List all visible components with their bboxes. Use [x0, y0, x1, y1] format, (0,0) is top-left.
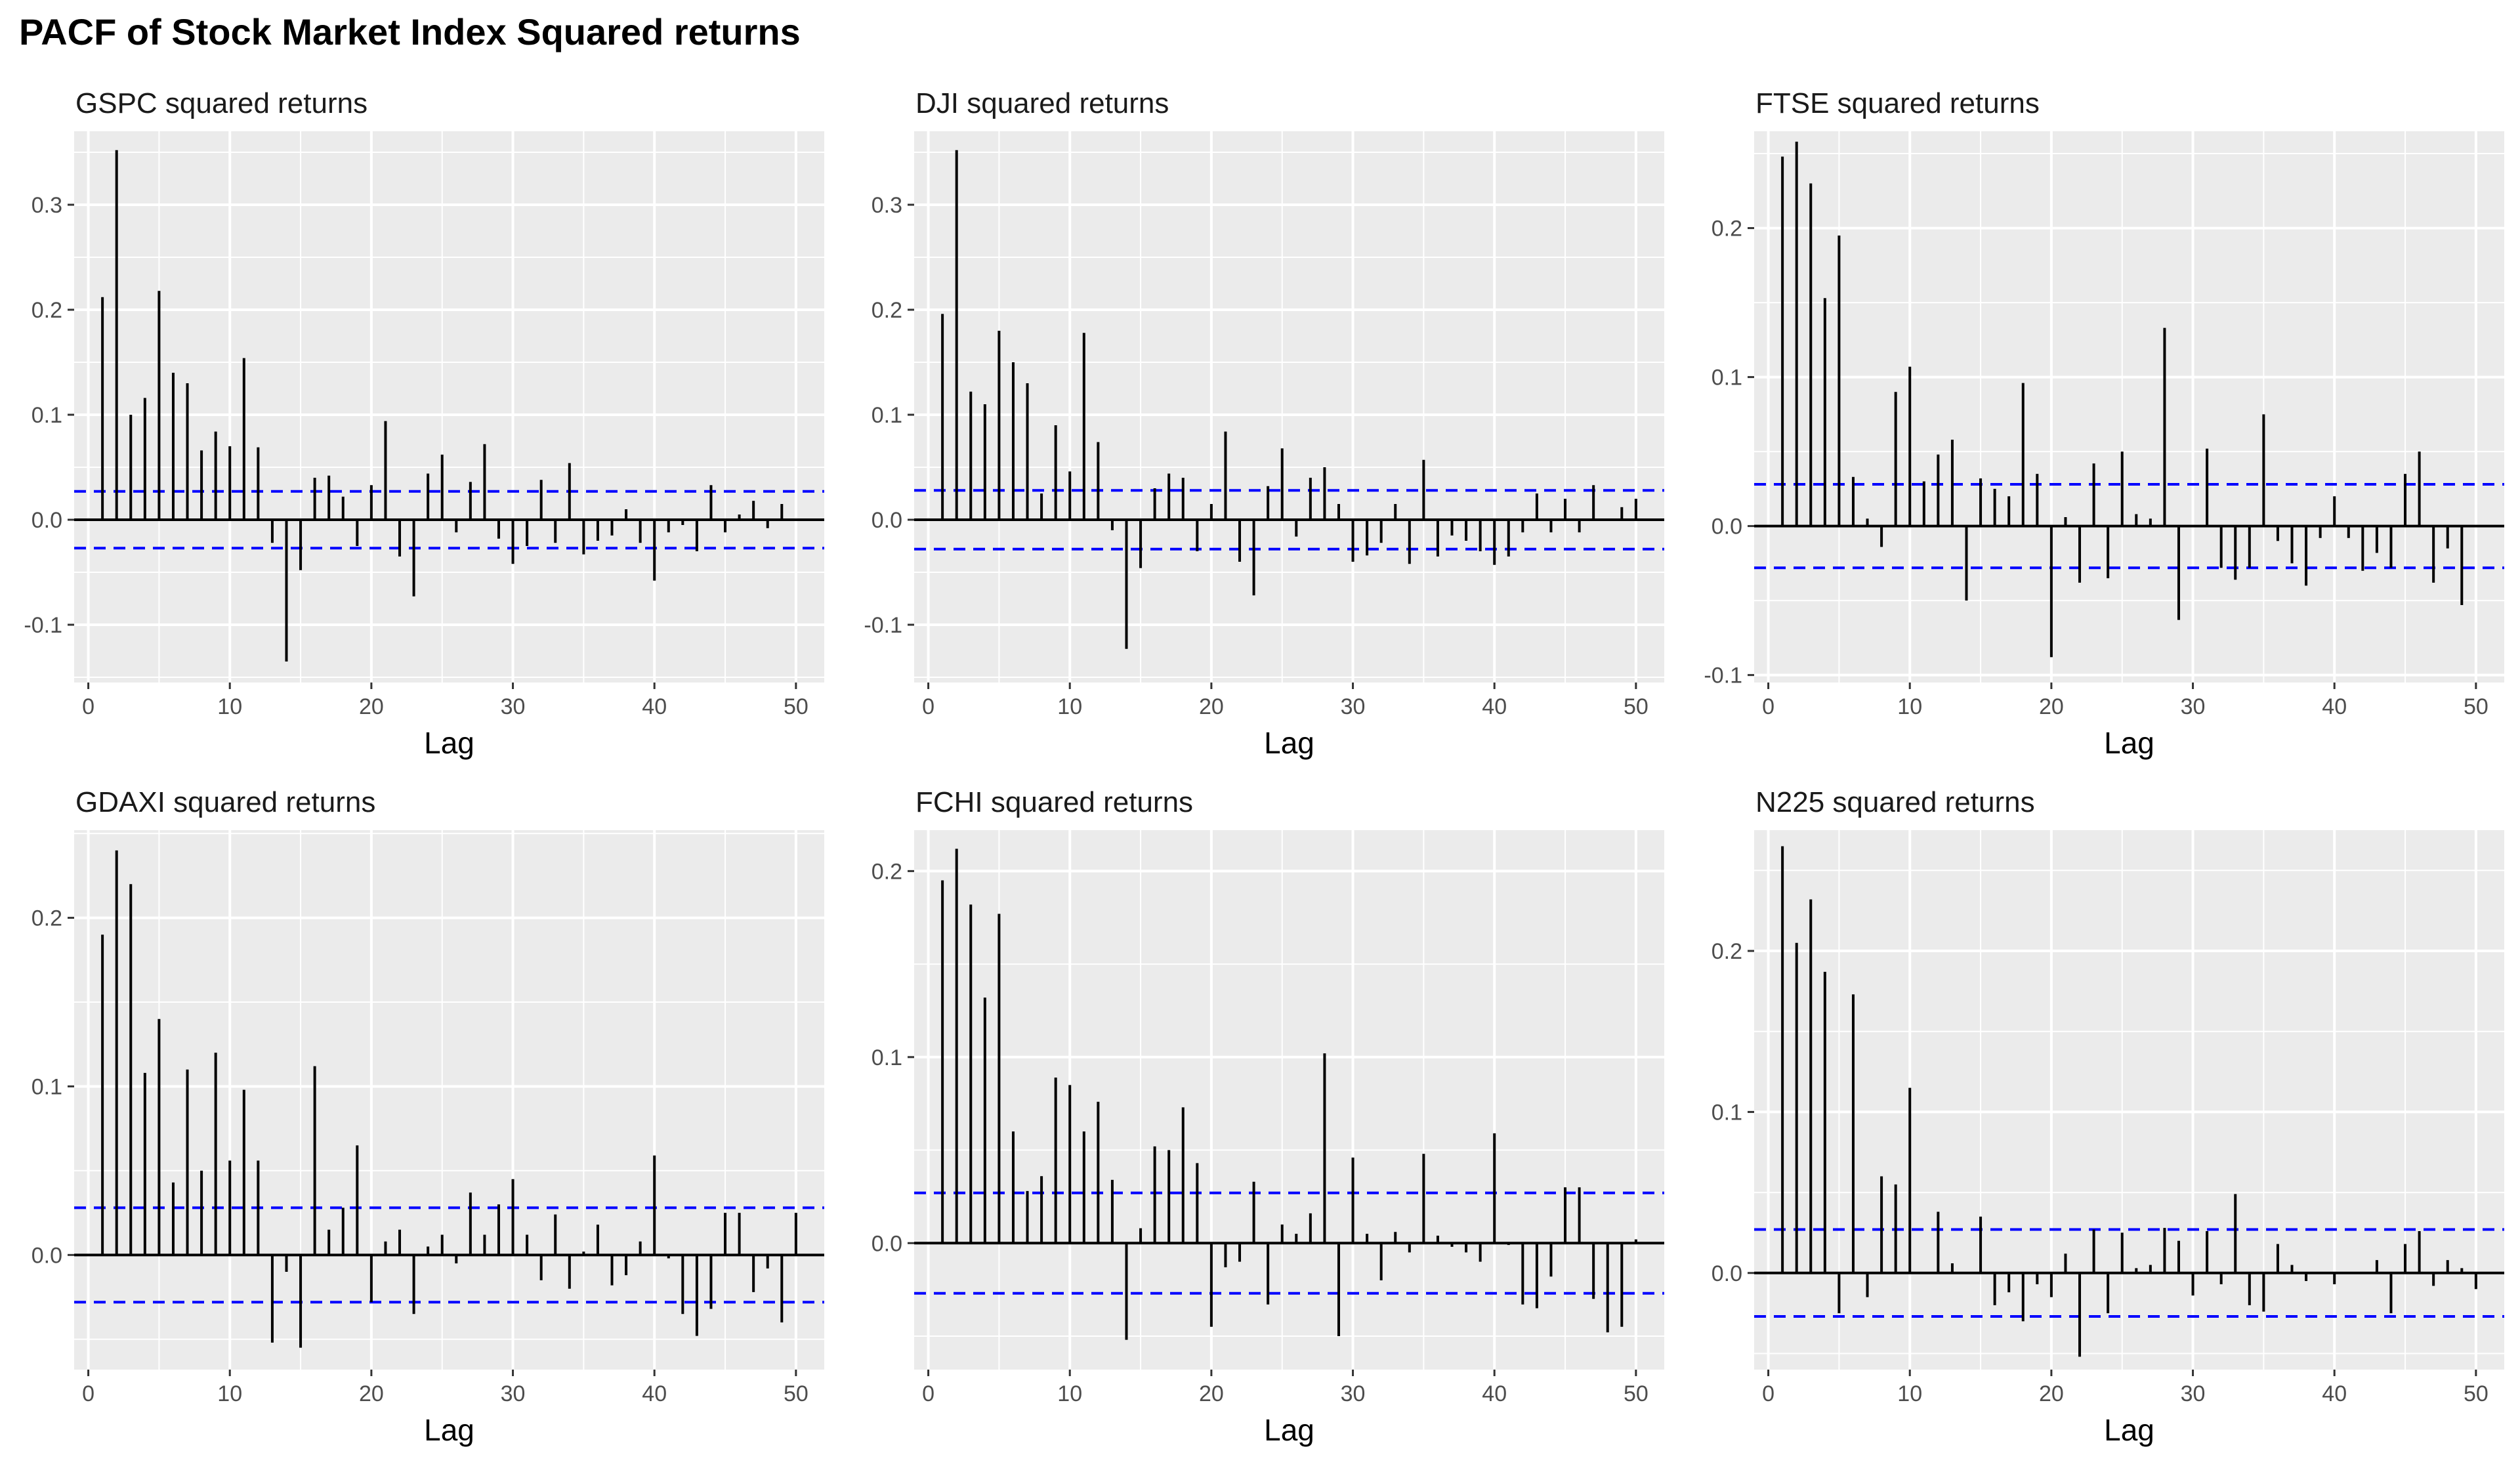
- x-tick-label: 10: [217, 694, 242, 719]
- pacf-chart-4: GDAXI squared returns 0.0 0.1 0.2 0 10 20 30 40 5…: [32, 786, 824, 1447]
- x-tick-label: 40: [1482, 1381, 1507, 1406]
- y-tick-label: 0.1: [872, 1045, 902, 1070]
- x-tick-label: 0: [922, 1381, 934, 1406]
- y-tick-label: 0.0: [872, 1231, 902, 1256]
- y-tick-label: 0.1: [1712, 366, 1742, 390]
- x-tick-label: 40: [642, 1381, 667, 1406]
- y-tick-label: 0.3: [872, 193, 902, 218]
- panel-title: FCHI squared returns: [915, 786, 1193, 818]
- y-tick-label: 0.0: [872, 508, 902, 533]
- pacf-panel-4: GDAXI squared returns 0.0 0.1 0.2 0 10 20 30 40 5…: [0, 771, 831, 1468]
- x-tick-label: 50: [1624, 694, 1648, 719]
- x-axis-label: Lag: [2104, 726, 2154, 760]
- panel-background: [74, 131, 824, 682]
- x-tick-label: 10: [217, 1381, 242, 1406]
- panel-title: GSPC squared returns: [75, 87, 368, 119]
- x-axis-label: Lag: [2104, 1413, 2154, 1447]
- panel-background: [914, 131, 1664, 682]
- y-tick-label: -0.1: [1704, 663, 1742, 688]
- x-tick-label: 30: [2181, 694, 2206, 719]
- x-tick-label: 40: [1482, 694, 1507, 719]
- y-tick-label: 0.0: [1712, 1261, 1742, 1286]
- x-axis-label: Lag: [424, 726, 474, 760]
- y-tick-label: 0.1: [1712, 1100, 1742, 1125]
- x-tick-label: 50: [784, 1381, 808, 1406]
- x-tick-label: 20: [1199, 694, 1224, 719]
- x-tick-label: 20: [2039, 1381, 2064, 1406]
- panel-background: [1754, 131, 2504, 682]
- x-tick-label: 20: [1199, 1381, 1224, 1406]
- x-tick-label: 10: [1897, 1381, 1922, 1406]
- x-tick-label: 30: [501, 694, 526, 719]
- pacf-chart-3: FTSE squared returns -0.1 0.0 0.1 0.2 0 10 20 30…: [1704, 87, 2504, 760]
- x-tick-label: 40: [2322, 1381, 2347, 1406]
- y-tick-label: 0.2: [1712, 939, 1742, 964]
- x-tick-label: 20: [2039, 694, 2064, 719]
- y-tick-label: 0.1: [872, 403, 902, 428]
- y-tick-label: -0.1: [24, 613, 62, 638]
- panel-title: N225 squared returns: [1755, 786, 2035, 818]
- chart-main-title: PACF of Stock Market Index Squared retur…: [19, 11, 801, 52]
- x-axis-label: Lag: [1264, 726, 1314, 760]
- panel-title: GDAXI squared returns: [75, 786, 375, 818]
- pacf-panel-1: GSPC squared returns -0.1 0.0 0.1 0.2 0.3 0 10 2…: [0, 72, 831, 781]
- x-tick-label: 50: [1624, 1381, 1648, 1406]
- pacf-panel-3: FTSE squared returns -0.1 0.0 0.1 0.2 0 10 20 30…: [1680, 72, 2511, 781]
- y-tick-label: 0.0: [32, 1243, 62, 1268]
- x-tick-label: 0: [1762, 694, 1774, 719]
- pacf-chart-6: N225 squared returns 0.0 0.1 0.2 0 10 20 30 40 50…: [1712, 786, 2504, 1447]
- pacf-chart-2: DJI squared returns -0.1 0.0 0.1 0.2 0.3 0 10 20…: [864, 87, 1664, 760]
- y-tick-label: 0.2: [1712, 217, 1742, 242]
- x-tick-label: 10: [1057, 694, 1082, 719]
- x-tick-label: 50: [784, 694, 808, 719]
- y-tick-label: 0.1: [32, 1074, 62, 1099]
- x-tick-label: 0: [82, 1381, 94, 1406]
- x-tick-label: 30: [1341, 1381, 1366, 1406]
- x-tick-label: 30: [2181, 1381, 2206, 1406]
- x-tick-label: 10: [1897, 694, 1922, 719]
- x-tick-label: 30: [501, 1381, 526, 1406]
- x-tick-label: 20: [359, 1381, 384, 1406]
- y-tick-label: 0.2: [872, 859, 902, 884]
- pacf-panel-5: FCHI squared returns 0.0 0.1 0.2 0 10 20 30 40 50…: [840, 771, 1671, 1468]
- pacf-chart-5: FCHI squared returns 0.0 0.1 0.2 0 10 20 30 40 50…: [872, 786, 1664, 1447]
- y-tick-label: 0.3: [32, 193, 62, 218]
- x-tick-label: 50: [2464, 694, 2488, 719]
- panel-title: FTSE squared returns: [1755, 87, 2040, 119]
- y-tick-label: 0.1: [32, 403, 62, 428]
- y-tick-label: 0.0: [32, 508, 62, 533]
- x-tick-label: 20: [359, 694, 384, 719]
- pacf-panel-6: N225 squared returns 0.0 0.1 0.2 0 10 20 30 40 50…: [1680, 771, 2511, 1468]
- x-tick-label: 0: [82, 694, 94, 719]
- panel-background: [74, 830, 824, 1370]
- y-tick-label: 0.2: [872, 298, 902, 323]
- x-tick-label: 0: [922, 694, 934, 719]
- panel-title: DJI squared returns: [915, 87, 1169, 119]
- x-tick-label: 30: [1341, 694, 1366, 719]
- x-tick-label: 40: [2322, 694, 2347, 719]
- x-tick-label: 0: [1762, 1381, 1774, 1406]
- x-axis-label: Lag: [1264, 1413, 1314, 1447]
- pacf-panel-2: DJI squared returns -0.1 0.0 0.1 0.2 0.3 0 10 20…: [840, 72, 1671, 781]
- x-axis-label: Lag: [424, 1413, 474, 1447]
- y-tick-label: 0.0: [1712, 514, 1742, 539]
- y-tick-label: 0.2: [32, 906, 62, 931]
- x-tick-label: 50: [2464, 1381, 2488, 1406]
- y-tick-label: 0.2: [32, 298, 62, 323]
- panel-background: [914, 830, 1664, 1370]
- x-tick-label: 40: [642, 694, 667, 719]
- pacf-chart-1: GSPC squared returns -0.1 0.0 0.1 0.2 0.3 0 10 2…: [24, 87, 824, 760]
- y-tick-label: -0.1: [864, 613, 902, 638]
- panel-background: [1754, 830, 2504, 1370]
- x-tick-label: 10: [1057, 1381, 1082, 1406]
